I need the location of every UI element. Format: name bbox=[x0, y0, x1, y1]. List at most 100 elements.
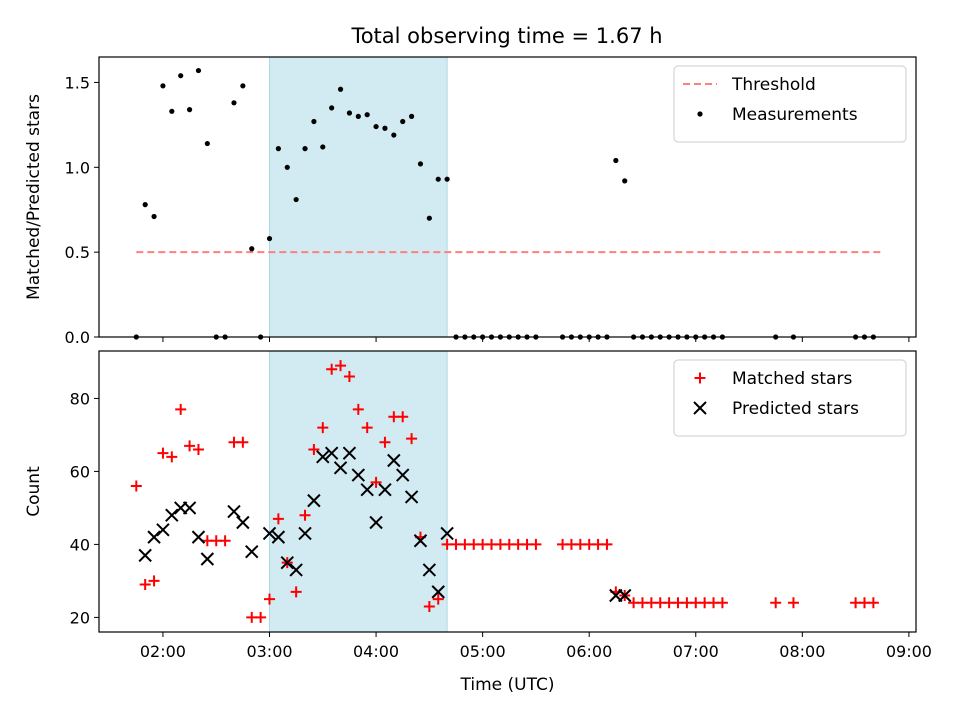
measurement-point bbox=[329, 105, 335, 111]
predicted-star-point bbox=[289, 563, 303, 577]
shaded-interval bbox=[269, 56, 448, 338]
matched-star-point bbox=[406, 433, 418, 445]
matched-star-point bbox=[787, 597, 799, 609]
y-tick-label: 80 bbox=[70, 389, 90, 408]
matched-star-point bbox=[432, 593, 444, 605]
legend-box bbox=[673, 359, 907, 437]
measurement-point bbox=[355, 113, 361, 119]
measurement-point bbox=[231, 100, 237, 106]
matched-star-point bbox=[352, 403, 364, 415]
x-tick-label: 06:00 bbox=[566, 642, 612, 661]
measurement-point bbox=[160, 83, 166, 89]
measurement-point bbox=[373, 123, 379, 130]
measurement-point bbox=[204, 140, 210, 147]
legend: Matched stars Predicted stars bbox=[673, 359, 907, 437]
predicted-star-point bbox=[182, 501, 197, 515]
predicted-star-point bbox=[147, 530, 161, 544]
predicted-star-point bbox=[431, 585, 445, 599]
measurement-point bbox=[186, 107, 193, 113]
measurement-point bbox=[240, 83, 246, 89]
legend-label: Measurements bbox=[732, 105, 858, 125]
panel-top: 0.0 0.5 1.0 1.5 Matched/Predicted stars Thres… bbox=[24, 56, 917, 347]
x-tick-label: 03:00 bbox=[246, 642, 292, 661]
y-axis-label: Matched/Predicted stars bbox=[24, 94, 44, 300]
x-tick-label: 02:00 bbox=[140, 642, 186, 661]
predicted-star-point bbox=[378, 482, 392, 497]
predicted-star-point bbox=[271, 530, 286, 544]
measurement-point bbox=[169, 108, 175, 114]
y-tick-label: 60 bbox=[70, 462, 90, 481]
predicted-star-point bbox=[262, 526, 277, 541]
y-tick-label: 20 bbox=[70, 608, 90, 627]
measurement-point bbox=[266, 235, 273, 242]
matched-star-point bbox=[379, 436, 391, 448]
x-axis-label: Time (UTC) bbox=[460, 675, 555, 695]
measurement-point bbox=[142, 202, 148, 208]
measurement-point bbox=[151, 213, 157, 220]
measurement-point bbox=[417, 161, 424, 167]
predicted-star-point bbox=[387, 453, 401, 468]
measurement-point bbox=[400, 118, 406, 125]
measurement-point bbox=[249, 246, 255, 252]
matched-star-point bbox=[157, 447, 169, 459]
predicted-star-point bbox=[440, 526, 454, 541]
measurement-point bbox=[391, 132, 397, 138]
predicted-star-point bbox=[413, 534, 428, 548]
measurement-point bbox=[382, 125, 388, 131]
matched-star-point bbox=[219, 535, 231, 547]
legend-label: Matched stars bbox=[732, 369, 852, 389]
x-tick-label: 04:00 bbox=[353, 642, 399, 661]
panel-bottom: 20 40 60 80 02:00 03:00 04:00 05:00 06:00 07:00 08… bbox=[24, 350, 932, 695]
y-tick-label: 40 bbox=[70, 535, 90, 554]
matched-star-point bbox=[166, 451, 178, 463]
legend-matched-swatch bbox=[694, 372, 706, 384]
figure-title: Total observing time = 1.67 h bbox=[350, 24, 662, 48]
matched-star-point bbox=[175, 403, 187, 415]
matched-star-point bbox=[335, 360, 347, 372]
matched-star-point bbox=[770, 597, 782, 609]
matched-star-point bbox=[192, 444, 204, 456]
matched-star-point bbox=[361, 422, 373, 434]
predicted-star-point bbox=[307, 493, 321, 508]
matched-star-point bbox=[130, 480, 142, 492]
predicted-star-point bbox=[404, 490, 419, 504]
matched-star-point bbox=[343, 371, 355, 383]
predicted-star-point bbox=[316, 450, 330, 464]
matched-star-point bbox=[237, 436, 249, 448]
y-tick-label: 0.5 bbox=[65, 243, 90, 262]
matched-star-point bbox=[255, 611, 267, 623]
matched-star-point bbox=[272, 513, 284, 525]
measurement-point bbox=[337, 86, 344, 92]
y-tick-label: 1.0 bbox=[65, 158, 90, 177]
measurement-point bbox=[426, 215, 432, 221]
predicted-star-point bbox=[245, 545, 259, 559]
measurement-point bbox=[613, 157, 619, 164]
measurement-point bbox=[293, 196, 299, 203]
legend-measurement-swatch bbox=[697, 111, 703, 117]
predicted-star-point bbox=[298, 526, 312, 541]
matched-star-point bbox=[397, 411, 409, 423]
predicted-star-point bbox=[369, 515, 383, 530]
x-tick-label: 09:00 bbox=[886, 642, 932, 661]
predicted-star-point bbox=[324, 446, 339, 460]
y-tick-label: 0.0 bbox=[65, 328, 90, 347]
measurement-point bbox=[284, 164, 290, 170]
matched-star-point bbox=[299, 509, 311, 521]
matched-star-point bbox=[867, 597, 879, 609]
measurement-point bbox=[320, 144, 326, 150]
measurement-point bbox=[178, 73, 184, 79]
legend-label: Predicted stars bbox=[732, 399, 859, 419]
matched-star-point bbox=[326, 363, 338, 375]
y-tick-label: 1.5 bbox=[65, 73, 90, 92]
legend-predicted-swatch bbox=[693, 401, 707, 415]
predicted-star-point bbox=[156, 523, 170, 537]
x-tick-label: 07:00 bbox=[673, 642, 719, 661]
predicted-star-point bbox=[342, 446, 357, 460]
measurement-point bbox=[364, 112, 370, 118]
matched-star-point bbox=[601, 538, 613, 550]
matched-star-point bbox=[148, 575, 160, 587]
matched-star-point bbox=[290, 586, 302, 598]
measurement-point bbox=[408, 113, 415, 119]
predicted-star-point bbox=[351, 468, 366, 482]
